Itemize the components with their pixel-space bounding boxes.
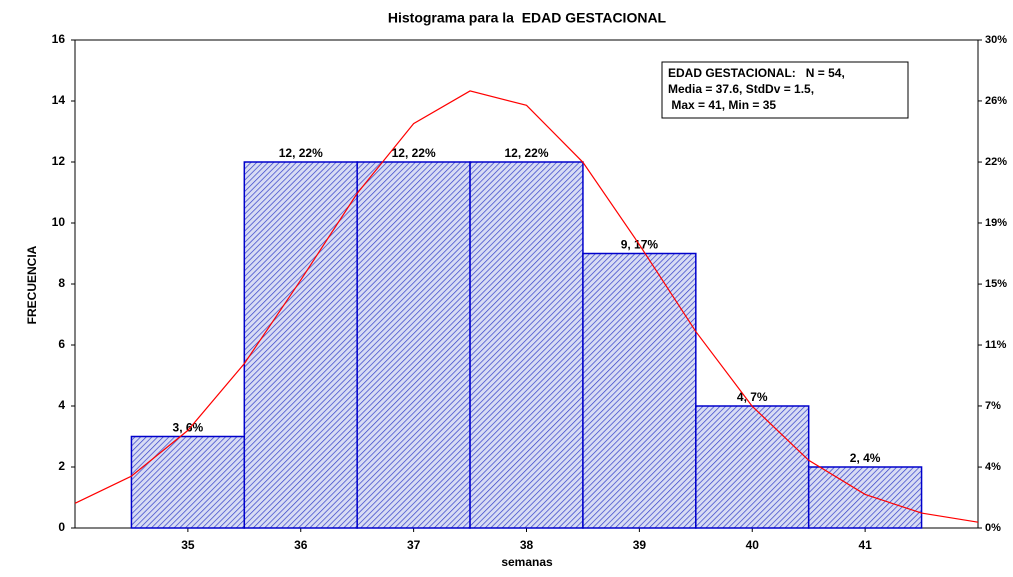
y2-tick-label: 22% <box>985 156 1007 168</box>
x-tick-label: 38 <box>520 538 534 552</box>
bar <box>469 161 584 529</box>
bar <box>130 435 246 529</box>
y-tick-label: 10 <box>52 215 66 229</box>
y2-tick-label: 11% <box>985 339 1007 351</box>
y-tick-label: 6 <box>58 337 65 351</box>
x-tick-label: 40 <box>746 538 760 552</box>
annotation-line: Media = 37.6, StdDv = 1.5, <box>668 82 814 96</box>
y-tick-label: 4 <box>58 398 65 412</box>
y-axis-label: FRECUENCIA <box>25 245 39 324</box>
bar <box>582 252 697 529</box>
y-tick-label: 12 <box>52 154 66 168</box>
y2-tick-label: 0% <box>985 522 1001 534</box>
annotation-line: EDAD GESTACIONAL: N = 54, <box>668 66 845 80</box>
annotation-box <box>661 61 909 119</box>
x-tick-label: 41 <box>858 538 872 552</box>
annotation-line: Max = 41, Min = 35 <box>668 98 776 112</box>
y-tick-label: 14 <box>52 93 66 107</box>
chart-title: Histograma para la EDAD GESTACIONAL <box>388 10 667 26</box>
data-label: 2, 4% <box>850 451 881 465</box>
y-tick-label: 8 <box>58 276 65 290</box>
y-tick-label: 0 <box>58 520 65 534</box>
y2-tick-label: 19% <box>985 217 1007 229</box>
data-label: 12, 22% <box>279 146 323 160</box>
bar <box>356 161 471 529</box>
bar <box>807 466 923 529</box>
x-axis-label: semanas <box>501 555 553 569</box>
data-label: 12, 22% <box>392 146 436 160</box>
y-tick-label: 2 <box>58 459 65 473</box>
y2-tick-label: 15% <box>985 278 1007 290</box>
y-tick-label: 16 <box>52 32 66 46</box>
y2-tick-label: 7% <box>985 400 1001 412</box>
data-label: 3, 6% <box>173 421 204 435</box>
data-label: 12, 22% <box>504 146 548 160</box>
bar <box>695 405 810 529</box>
x-tick-label: 39 <box>633 538 647 552</box>
y2-tick-label: 26% <box>985 95 1007 107</box>
fit-curve <box>74 90 979 523</box>
x-tick-label: 37 <box>407 538 421 552</box>
y2-tick-label: 30% <box>985 34 1007 46</box>
bar <box>243 161 358 529</box>
y2-tick-label: 4% <box>985 461 1001 473</box>
x-tick-label: 35 <box>181 538 195 552</box>
data-label: 4, 7% <box>737 390 768 404</box>
x-tick-label: 36 <box>294 538 308 552</box>
